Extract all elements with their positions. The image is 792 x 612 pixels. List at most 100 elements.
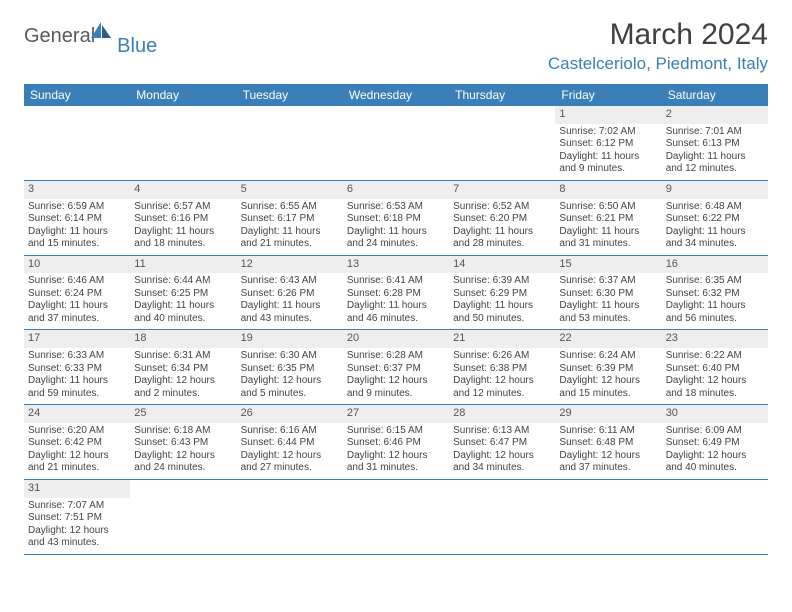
day-detail-row: Sunrise: 7:07 AMSunset: 7:51 PMDaylight:… (24, 498, 768, 555)
sunset-line: Sunset: 6:49 PM (666, 437, 764, 450)
day-number-cell (343, 479, 449, 497)
day-number-row: 10111213141516 (24, 255, 768, 273)
day-detail-cell: Sunrise: 6:20 AMSunset: 6:42 PMDaylight:… (24, 423, 130, 480)
sunrise-line: Sunrise: 7:02 AM (559, 126, 657, 139)
day-header-row: Sunday Monday Tuesday Wednesday Thursday… (24, 84, 768, 106)
daylight-line: Daylight: 11 hours and 50 minutes. (453, 300, 551, 325)
day-number-cell (130, 479, 236, 497)
daylight-line: Daylight: 11 hours and 43 minutes. (241, 300, 339, 325)
sunset-line: Sunset: 6:14 PM (28, 213, 126, 226)
daylight-line: Daylight: 12 hours and 2 minutes. (134, 375, 232, 400)
day-detail-cell (130, 124, 236, 181)
sunset-line: Sunset: 6:39 PM (559, 363, 657, 376)
day-detail-cell: Sunrise: 6:35 AMSunset: 6:32 PMDaylight:… (662, 273, 768, 330)
day-detail-cell (343, 124, 449, 181)
day-number-cell: 24 (24, 405, 130, 423)
daylight-line: Daylight: 11 hours and 46 minutes. (347, 300, 445, 325)
sunrise-line: Sunrise: 6:09 AM (666, 425, 764, 438)
day-number-cell: 10 (24, 255, 130, 273)
day-detail-cell: Sunrise: 7:01 AMSunset: 6:13 PMDaylight:… (662, 124, 768, 181)
sunrise-line: Sunrise: 6:39 AM (453, 275, 551, 288)
day-number-cell: 30 (662, 405, 768, 423)
sunrise-line: Sunrise: 6:20 AM (28, 425, 126, 438)
sunset-line: Sunset: 6:43 PM (134, 437, 232, 450)
sunset-line: Sunset: 6:48 PM (559, 437, 657, 450)
day-number-cell: 18 (130, 330, 236, 348)
day-detail-cell: Sunrise: 6:22 AMSunset: 6:40 PMDaylight:… (662, 348, 768, 405)
day-number-cell (237, 106, 343, 124)
daylight-line: Daylight: 12 hours and 5 minutes. (241, 375, 339, 400)
day-detail-cell: Sunrise: 6:13 AMSunset: 6:47 PMDaylight:… (449, 423, 555, 480)
day-header: Tuesday (237, 84, 343, 106)
sunset-line: Sunset: 7:51 PM (28, 512, 126, 525)
sunrise-line: Sunrise: 6:28 AM (347, 350, 445, 363)
daylight-line: Daylight: 11 hours and 40 minutes. (134, 300, 232, 325)
day-detail-cell: Sunrise: 6:53 AMSunset: 6:18 PMDaylight:… (343, 199, 449, 256)
daylight-line: Daylight: 12 hours and 21 minutes. (28, 450, 126, 475)
daylight-line: Daylight: 12 hours and 15 minutes. (559, 375, 657, 400)
daylight-line: Daylight: 11 hours and 18 minutes. (134, 226, 232, 251)
day-number-cell: 25 (130, 405, 236, 423)
daylight-line: Daylight: 11 hours and 31 minutes. (559, 226, 657, 251)
day-number-cell (130, 106, 236, 124)
sunset-line: Sunset: 6:30 PM (559, 288, 657, 301)
day-number-cell: 1 (555, 106, 661, 124)
sunrise-line: Sunrise: 6:33 AM (28, 350, 126, 363)
day-header: Wednesday (343, 84, 449, 106)
sunrise-line: Sunrise: 6:22 AM (666, 350, 764, 363)
day-detail-row: Sunrise: 7:02 AMSunset: 6:12 PM Daylight:… (24, 124, 768, 181)
day-header: Sunday (24, 84, 130, 106)
sunset-line: Sunset: 6:12 PM (559, 138, 657, 151)
sunrise-line: Sunrise: 6:46 AM (28, 275, 126, 288)
sunrise-line: Sunrise: 6:13 AM (453, 425, 551, 438)
day-detail-cell: Sunrise: 7:07 AMSunset: 7:51 PMDaylight:… (24, 498, 130, 555)
sunrise-line: Sunrise: 6:24 AM (559, 350, 657, 363)
daylight-line: Daylight: 12 hours and 12 minutes. (453, 375, 551, 400)
day-detail-cell: Sunrise: 6:43 AMSunset: 6:26 PMDaylight:… (237, 273, 343, 330)
sunrise-line: Sunrise: 7:01 AM (666, 126, 764, 139)
day-detail-cell: Sunrise: 6:11 AMSunset: 6:48 PMDaylight:… (555, 423, 661, 480)
day-detail-cell: Sunrise: 6:09 AMSunset: 6:49 PMDaylight:… (662, 423, 768, 480)
sunset-line: Sunset: 6:25 PM (134, 288, 232, 301)
sunrise-line: Sunrise: 6:48 AM (666, 201, 764, 214)
sunrise-line: Sunrise: 6:26 AM (453, 350, 551, 363)
day-number-cell (555, 479, 661, 497)
daylight-line: Daylight: 12 hours and 9 minutes. (347, 375, 445, 400)
day-detail-cell: Sunrise: 6:52 AMSunset: 6:20 PMDaylight:… (449, 199, 555, 256)
day-number-cell: 5 (237, 180, 343, 198)
day-number-cell: 21 (449, 330, 555, 348)
sunrise-line: Sunrise: 6:30 AM (241, 350, 339, 363)
sunrise-line: Sunrise: 6:43 AM (241, 275, 339, 288)
daylight-line: Daylight: 11 hours and 12 minutes. (666, 151, 764, 176)
day-number-cell: 20 (343, 330, 449, 348)
day-detail-cell: Sunrise: 6:26 AMSunset: 6:38 PMDaylight:… (449, 348, 555, 405)
day-detail-cell (449, 124, 555, 181)
sunrise-line: Sunrise: 6:59 AM (28, 201, 126, 214)
sunrise-line: Sunrise: 6:18 AM (134, 425, 232, 438)
daylight-line: Daylight: 11 hours and 15 minutes. (28, 226, 126, 251)
day-number-cell: 23 (662, 330, 768, 348)
day-number-cell: 19 (237, 330, 343, 348)
day-detail-cell (130, 498, 236, 555)
sunrise-line: Sunrise: 6:55 AM (241, 201, 339, 214)
sunrise-line: Sunrise: 6:50 AM (559, 201, 657, 214)
daylight-line: Daylight: 12 hours and 37 minutes. (559, 450, 657, 475)
day-detail-cell (449, 498, 555, 555)
day-detail-cell: Sunrise: 6:37 AMSunset: 6:30 PMDaylight:… (555, 273, 661, 330)
sunrise-line: Sunrise: 6:15 AM (347, 425, 445, 438)
sunset-line: Sunset: 6:13 PM (666, 138, 764, 151)
day-number-cell: 28 (449, 405, 555, 423)
sunset-line: Sunset: 6:21 PM (559, 213, 657, 226)
day-number-cell: 3 (24, 180, 130, 198)
day-number-cell (449, 479, 555, 497)
daylight-line: Daylight: 11 hours and 21 minutes. (241, 226, 339, 251)
sunset-line: Sunset: 6:16 PM (134, 213, 232, 226)
day-number-cell: 8 (555, 180, 661, 198)
day-detail-cell: Sunrise: 6:33 AMSunset: 6:33 PMDaylight:… (24, 348, 130, 405)
day-detail-cell (237, 124, 343, 181)
day-number-cell: 16 (662, 255, 768, 273)
day-number-cell (343, 106, 449, 124)
day-detail-cell: Sunrise: 6:15 AMSunset: 6:46 PMDaylight:… (343, 423, 449, 480)
day-number-row: 17181920212223 (24, 330, 768, 348)
daylight-line: Daylight: 12 hours and 27 minutes. (241, 450, 339, 475)
